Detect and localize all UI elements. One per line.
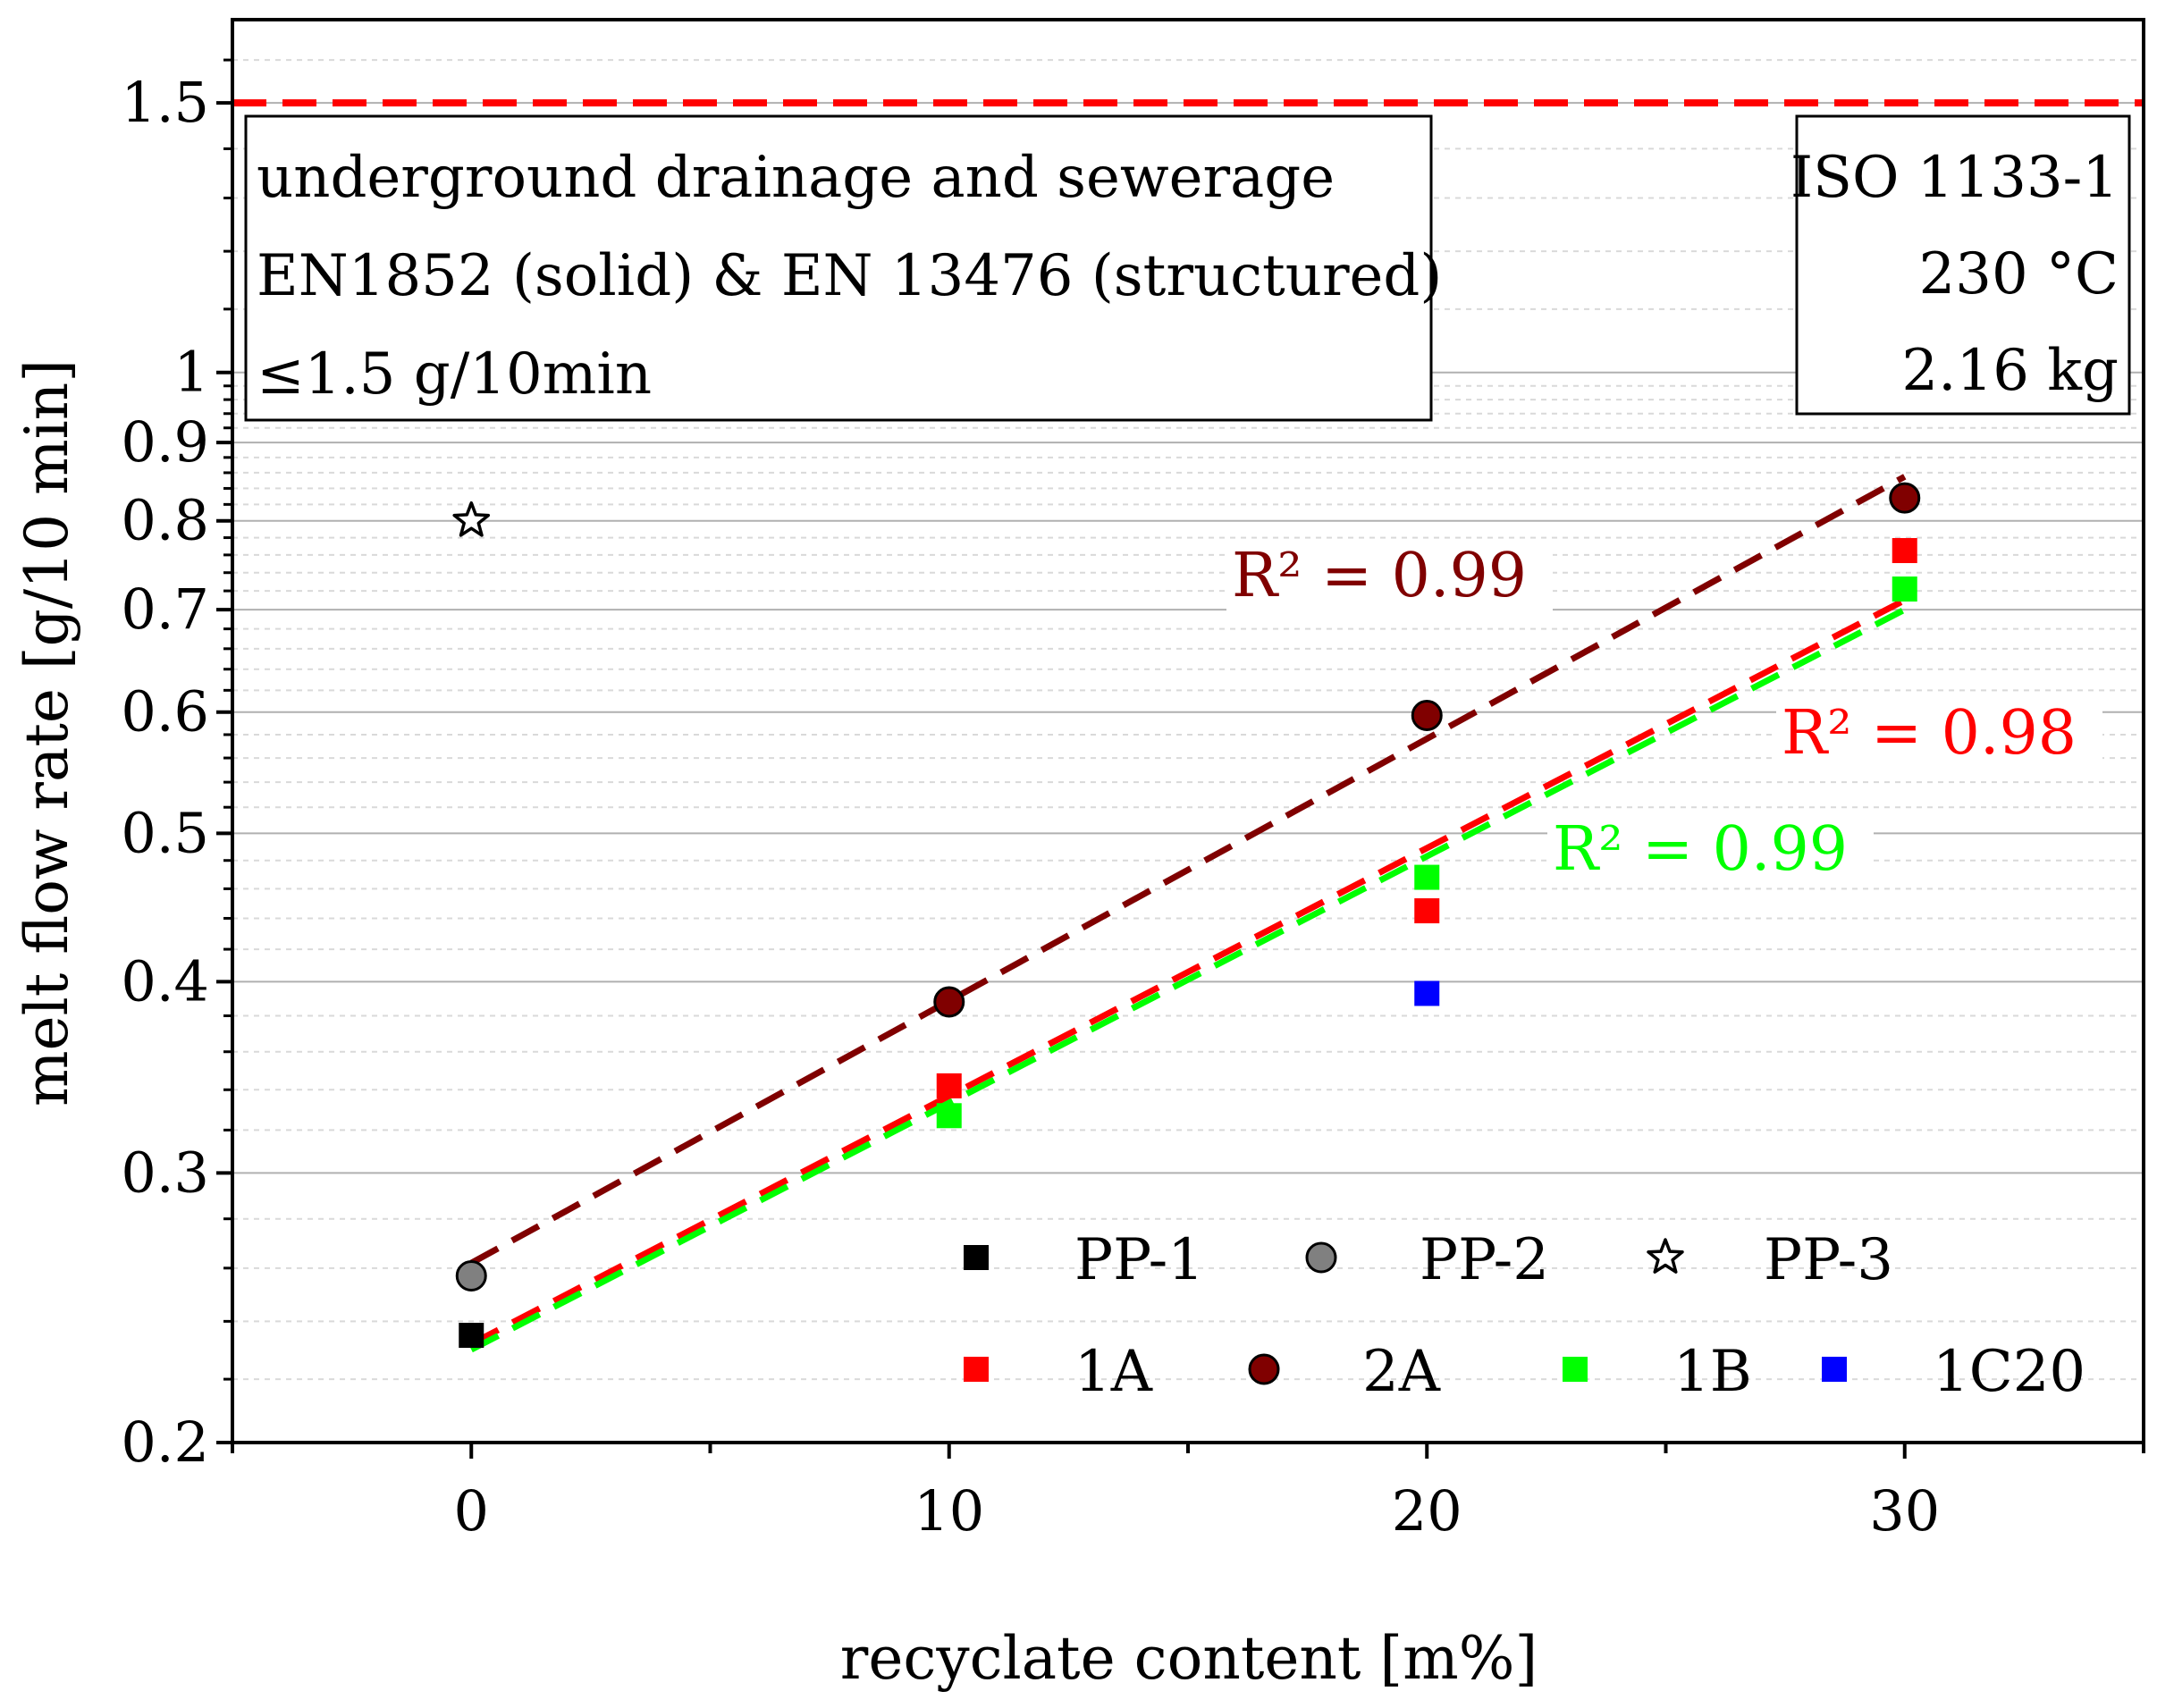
legend-marker-1c20 bbox=[1822, 1357, 1847, 1382]
legend-label-1a: 1A bbox=[1074, 1339, 1153, 1405]
legend-marker-pp-2 bbox=[1305, 1241, 1337, 1274]
point-2a bbox=[1411, 699, 1443, 731]
x-tick-label: 10 bbox=[914, 1478, 984, 1544]
axis-ticks: 0 10 20 30 0.2 0.3 0.4 0.5 0.6 0.7 0.8 0.91 1.5 bbox=[121, 58, 2145, 1544]
x-tick-label: 0 bbox=[454, 1478, 489, 1544]
y-tick-label: 0.5 bbox=[121, 800, 209, 865]
legend-marker-2a bbox=[1248, 1353, 1280, 1385]
y-tick-label: 1 bbox=[174, 340, 209, 405]
point-pp-1 bbox=[459, 1323, 484, 1349]
point-pp-2 bbox=[455, 1259, 487, 1292]
trendlines bbox=[469, 474, 1907, 1353]
legend-label-2a: 2A bbox=[1362, 1339, 1441, 1405]
trendline-2a bbox=[469, 474, 1907, 1266]
legend-label-1c20: 1C20 bbox=[1933, 1339, 2085, 1405]
standard-info-line: underground drainage and sewerage bbox=[257, 145, 1335, 211]
y-tick-label: 0.9 bbox=[121, 409, 209, 475]
y-tick-label: 0.6 bbox=[121, 679, 209, 745]
trendline-1b bbox=[469, 606, 1907, 1353]
legend-marker-1b bbox=[1563, 1357, 1588, 1382]
x-axis-title: recyclate content [m%] bbox=[840, 1624, 1538, 1693]
test-conditions-box bbox=[1795, 114, 2131, 416]
point-2a bbox=[933, 986, 965, 1018]
standard-info-box bbox=[244, 114, 1433, 422]
legend-marker-pp-1 bbox=[964, 1245, 989, 1270]
data-points bbox=[452, 482, 1921, 1349]
y-tick-label: 0.2 bbox=[121, 1409, 209, 1475]
legend-marker-pp-3 bbox=[1647, 1238, 1684, 1274]
legend: PP-1 PP-2 PP-3 1A 2A 1B 1C20 bbox=[964, 1227, 2085, 1405]
test-conditions-line: ISO 1133-1 bbox=[1790, 145, 2119, 211]
y-tick-label: 0.7 bbox=[121, 576, 209, 642]
x-tick-label: 20 bbox=[1392, 1478, 1462, 1544]
test-conditions-line: 230 °C bbox=[1919, 241, 2119, 307]
r2-label-bg bbox=[1547, 814, 1874, 886]
point-1c20 bbox=[1414, 980, 1440, 1006]
trendline-1a bbox=[469, 597, 1907, 1347]
point-1b bbox=[936, 1103, 962, 1129]
r2-label-1b: R² = 0.99 bbox=[1553, 814, 1848, 885]
r2-label-bg bbox=[1776, 698, 2102, 770]
legend-label-pp-3: PP-3 bbox=[1764, 1227, 1893, 1293]
r2-label-1a: R² = 0.98 bbox=[1782, 698, 2077, 769]
point-1b bbox=[1414, 864, 1440, 890]
point-2a bbox=[1889, 482, 1921, 514]
r2-label-bg bbox=[1226, 541, 1553, 612]
y-tick-label: 0.4 bbox=[121, 948, 209, 1014]
y-tick-label: 0.8 bbox=[121, 488, 209, 553]
annotations: underground drainage and sewerage EN1852 … bbox=[244, 114, 2131, 886]
legend-label-pp-2: PP-2 bbox=[1420, 1227, 1549, 1293]
r2-label-2a: R² = 0.99 bbox=[1232, 541, 1527, 611]
legend-label-1b: 1B bbox=[1673, 1339, 1752, 1405]
standard-info-line: EN1852 (solid) & EN 13476 (structured) bbox=[257, 243, 1442, 309]
standard-info-line: ≤1.5 g/10min bbox=[257, 341, 652, 408]
point-1a bbox=[936, 1073, 962, 1098]
legend-marker-1a bbox=[964, 1357, 989, 1382]
y-tick-label: 1.5 bbox=[121, 70, 209, 135]
test-conditions-line: 2.16 kg bbox=[1901, 338, 2119, 404]
y-axis-title: melt flow rate [g/10 min] bbox=[13, 359, 81, 1106]
point-1a bbox=[1414, 898, 1440, 924]
point-1b bbox=[1892, 576, 1917, 602]
legend-label-pp-1: PP-1 bbox=[1074, 1227, 1204, 1293]
y-tick-label: 0.3 bbox=[121, 1140, 209, 1205]
point-1a bbox=[1892, 538, 1917, 564]
point-pp-3 bbox=[452, 501, 491, 537]
x-tick-label: 30 bbox=[1869, 1478, 1940, 1544]
